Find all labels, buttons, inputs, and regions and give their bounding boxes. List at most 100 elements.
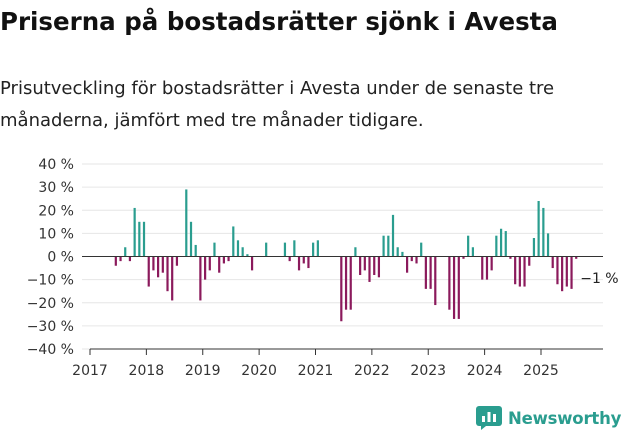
- bar: [410, 256, 413, 262]
- bar: [537, 201, 540, 257]
- bar: [391, 214, 395, 257]
- y-tick-label: −20 %: [27, 296, 74, 312]
- bar: [575, 256, 578, 259]
- bar: [424, 256, 427, 289]
- y-tick-label: −30 %: [27, 319, 74, 335]
- bar: [518, 256, 521, 287]
- bar: [349, 256, 352, 310]
- bar: [354, 247, 357, 257]
- bar: [297, 256, 301, 271]
- bar: [514, 256, 517, 285]
- bar: [415, 256, 418, 264]
- x-tick-label: 2021: [298, 363, 334, 379]
- bar: [241, 247, 244, 257]
- x-tick-label: 2020: [241, 363, 277, 379]
- bar: [265, 242, 268, 257]
- chart-title: Priserna på bostadsrätter sjönk i Avesta: [0, 7, 558, 36]
- bar: [448, 256, 451, 310]
- latest-value-annotation: −1 %: [580, 271, 618, 287]
- bar: [166, 256, 169, 292]
- y-tick-label: −10 %: [27, 273, 74, 289]
- chart-axes: [82, 256, 603, 355]
- y-tick-label: 30 %: [38, 180, 74, 196]
- bar: [504, 231, 507, 257]
- y-tick-label: 20 %: [38, 203, 74, 219]
- bar: [561, 256, 564, 292]
- y-tick-label: 0 %: [47, 250, 74, 266]
- bar: [142, 221, 146, 257]
- bar: [373, 256, 376, 275]
- chart-bars: [114, 189, 578, 322]
- bar: [556, 256, 559, 285]
- chart-labels: −40 % −30 % −20 % −10 % 0 % 10 % 20 % 30 % 40 % 2…: [27, 157, 619, 379]
- bar: [152, 256, 155, 271]
- x-tick-label: 2023: [410, 363, 446, 379]
- bar: [499, 228, 503, 257]
- bar: [551, 256, 554, 269]
- bar: [128, 256, 132, 262]
- bar: [528, 256, 531, 266]
- bar: [401, 251, 404, 257]
- bar: [138, 221, 141, 257]
- bar: [283, 242, 287, 257]
- bar: [481, 256, 484, 280]
- x-tick-label: 2017: [72, 363, 108, 379]
- bar: [495, 235, 498, 257]
- bar: [462, 256, 465, 259]
- bar: [227, 256, 230, 262]
- bar: [359, 256, 362, 275]
- y-tick-label: 10 %: [38, 226, 74, 242]
- bar: [204, 256, 207, 280]
- bar: [171, 256, 174, 301]
- bar: [312, 242, 315, 257]
- bar: [119, 256, 122, 262]
- bar: [185, 189, 188, 257]
- bar: [114, 256, 117, 266]
- bar: [194, 244, 197, 257]
- bar: [250, 256, 254, 271]
- bar: [232, 226, 235, 257]
- newsworthy-logo: Newsworthy: [476, 406, 621, 430]
- bar: [288, 256, 291, 262]
- bar: [490, 256, 493, 271]
- brand-name: Newsworthy: [508, 408, 622, 428]
- chart-subtitle: Prisutveckling för bostadsrätter i Avest…: [0, 78, 555, 131]
- bar: [396, 247, 399, 257]
- bar: [406, 256, 409, 273]
- bar: [175, 256, 179, 266]
- bar: [302, 256, 305, 264]
- bar: [363, 256, 366, 271]
- bar: [485, 256, 489, 280]
- bar: [434, 256, 437, 306]
- bar: [246, 254, 249, 257]
- bar: [542, 207, 545, 257]
- x-tick-label: 2019: [185, 363, 221, 379]
- bar: [420, 242, 423, 257]
- bar: [565, 256, 568, 287]
- bar: [293, 240, 296, 257]
- bar: [368, 256, 371, 282]
- bar: [208, 256, 211, 271]
- bar: [222, 256, 225, 264]
- bar: [429, 256, 432, 289]
- bar: [467, 235, 470, 257]
- bar: [157, 256, 160, 278]
- bar: [457, 256, 460, 319]
- y-tick-label: 40 %: [38, 157, 74, 173]
- bar: [213, 242, 216, 257]
- bar: [570, 256, 573, 289]
- bar: [340, 256, 343, 322]
- bar: [218, 256, 221, 273]
- x-tick-label: 2018: [129, 363, 165, 379]
- bar: [523, 256, 526, 287]
- bar: [452, 256, 456, 319]
- bar: [546, 233, 550, 257]
- bar: [471, 247, 474, 257]
- newsworthy-logo-icon: [476, 406, 502, 430]
- bar: [236, 240, 240, 257]
- bar: [307, 256, 310, 269]
- bar: [387, 235, 390, 257]
- bar: [532, 238, 536, 257]
- x-tick-label: 2025: [523, 363, 559, 379]
- bar: [161, 256, 164, 273]
